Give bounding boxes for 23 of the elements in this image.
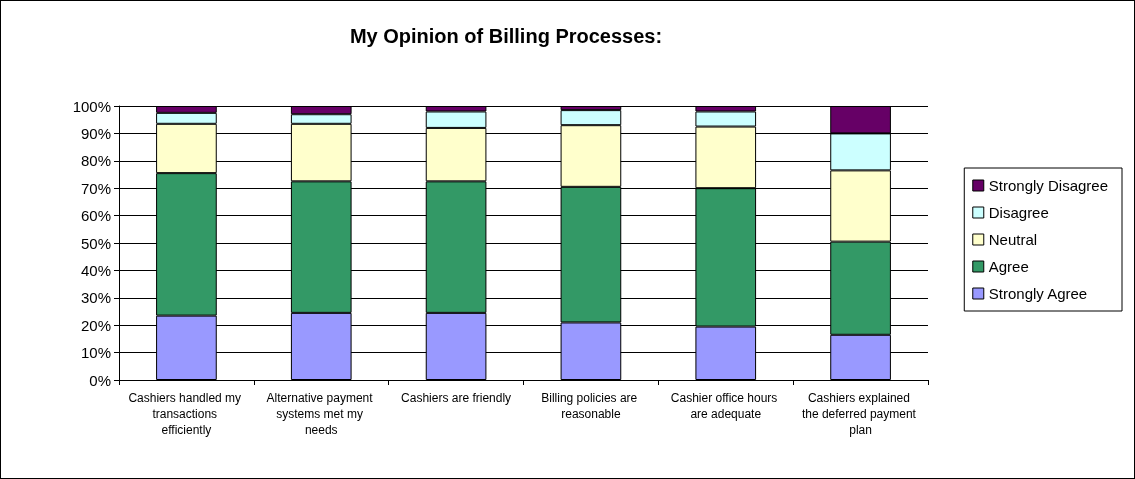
x-tick-label: Cashiers are friendly [401, 391, 512, 405]
chart-title: My Opinion of Billing Processes: [349, 25, 663, 47]
x-tick-label: Billing policies are reasonable [541, 391, 641, 421]
y-tick-label: 0% [89, 371, 111, 389]
y-tick-label: 70% [80, 179, 111, 197]
x-tick-label: Cashier office hours are adequate [670, 391, 781, 421]
y-tick-label: 80% [80, 152, 111, 170]
legend-label: Neutral [988, 231, 1038, 248]
legend-label: Strongly Agree [988, 285, 1088, 302]
y-tick-label: 20% [80, 316, 111, 334]
y-tick-label: 30% [80, 289, 111, 307]
legend-label: Agree [988, 258, 1029, 275]
y-tick-label: 60% [80, 207, 111, 225]
legend-label: Strongly Disagree [988, 177, 1109, 194]
y-tick-label: 90% [80, 124, 111, 142]
legend-label: Disagree [988, 204, 1049, 221]
y-tick-label: 100% [72, 97, 111, 115]
y-tick-label: 40% [80, 261, 111, 279]
x-tick-label: Cashiers explained the deferred payment plan [801, 391, 920, 437]
y-tick-label: 10% [80, 344, 111, 362]
y-tick-label: 50% [80, 234, 111, 252]
x-tick-label: Cashiers handled my transactions efficiently [128, 391, 245, 437]
x-tick-label: Alternative payment systems met my needs [266, 391, 376, 437]
